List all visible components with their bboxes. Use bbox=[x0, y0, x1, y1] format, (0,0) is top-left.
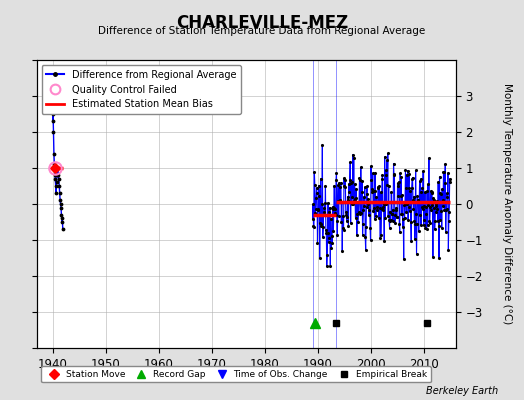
Text: CHARLEVILLE-MEZ: CHARLEVILLE-MEZ bbox=[176, 14, 348, 32]
Text: Difference of Station Temperature Data from Regional Average: Difference of Station Temperature Data f… bbox=[99, 26, 425, 36]
Text: Berkeley Earth: Berkeley Earth bbox=[425, 386, 498, 396]
Legend: Station Move, Record Gap, Time of Obs. Change, Empirical Break: Station Move, Record Gap, Time of Obs. C… bbox=[41, 366, 431, 382]
Y-axis label: Monthly Temperature Anomaly Difference (°C): Monthly Temperature Anomaly Difference (… bbox=[503, 83, 512, 325]
